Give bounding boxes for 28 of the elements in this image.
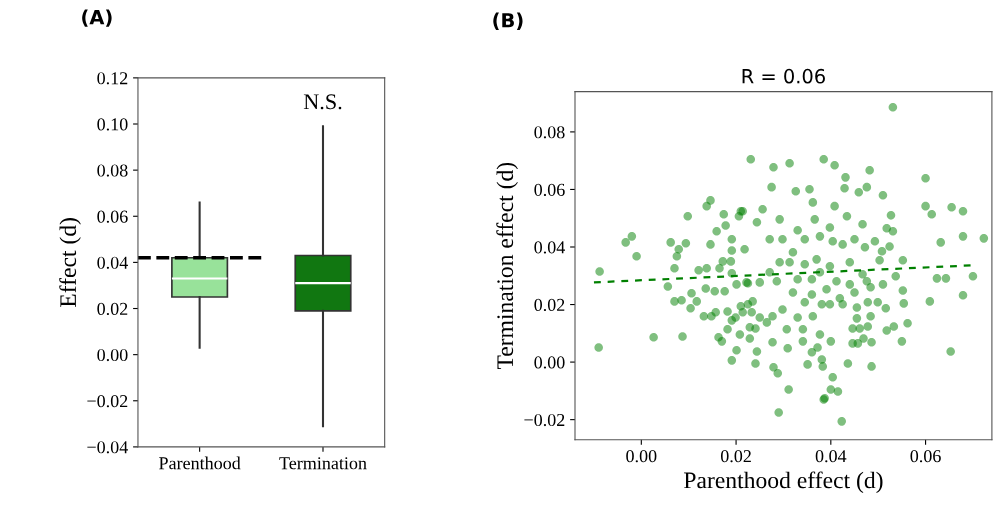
annotation: N.S.	[303, 94, 342, 110]
x-tick-label: 0.04	[815, 450, 847, 463]
y-tick-label: 0.04	[534, 241, 565, 254]
y-tick-label: −0.02	[524, 413, 565, 427]
y-tick-label: 0.12	[97, 72, 128, 85]
x-tick-label: 0.02	[720, 450, 751, 463]
y-tick-label: 0.02	[97, 302, 128, 316]
x-tick-label: Parenthood	[159, 456, 241, 470]
y-tick-label: 0.04	[97, 256, 128, 269]
text: (B)	[493, 12, 523, 30]
x-tick-label: 0.00	[626, 450, 657, 463]
x-axis-title: Parenthood effect (d)	[684, 471, 883, 494]
x-tick-label: 0.06	[910, 450, 941, 463]
y-tick-label: −0.04	[87, 441, 128, 454]
y-axis-title: Effect (d)	[59, 218, 81, 308]
y-tick-label: −0.02	[87, 395, 128, 408]
y-tick-label: 0.08	[534, 126, 565, 139]
y-tick-label: 0.00	[97, 348, 128, 362]
y-tick-label: 0.08	[97, 164, 128, 177]
y-tick-label: 0.00	[534, 356, 565, 369]
y-tick-label: 0.10	[97, 118, 128, 131]
chart-title: R = 0.06	[742, 68, 825, 84]
y-tick-label: 0.06	[97, 210, 128, 223]
x-tick-label: Termination	[279, 457, 367, 470]
text: (A)	[82, 9, 112, 27]
y-tick-label: 0.02	[534, 298, 565, 312]
y-axis-title: Termination effect (d)	[496, 162, 518, 370]
y-tick-label: 0.06	[534, 183, 565, 196]
